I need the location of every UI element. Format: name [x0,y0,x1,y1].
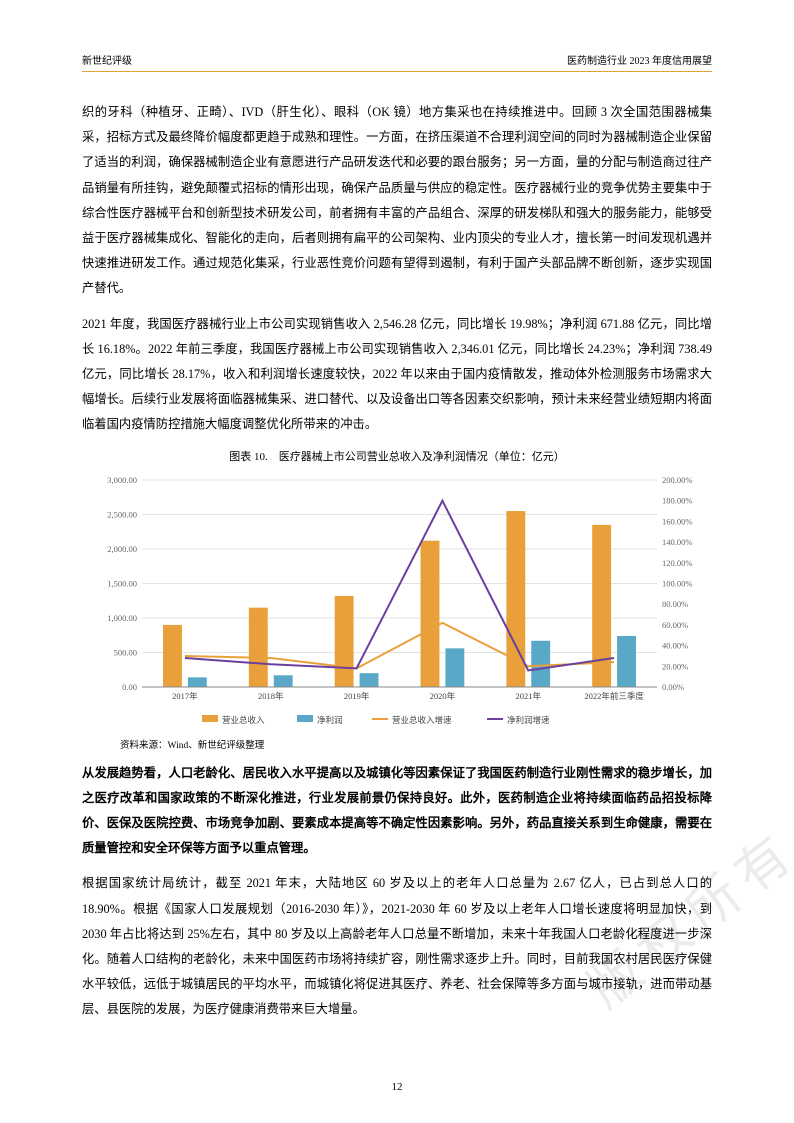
svg-text:80.00%: 80.00% [662,599,688,609]
header-right: 医药制造行业 2023 年度信用展望 [567,52,712,67]
svg-text:40.00%: 40.00% [662,640,688,650]
chart-title: 图表 10. 医疗器械上市公司营业总收入及净利润情况（单位：亿元） [82,448,712,464]
svg-text:20.00%: 20.00% [662,661,688,671]
svg-text:营业总收入: 营业总收入 [222,715,265,725]
svg-text:160.00%: 160.00% [662,516,692,526]
svg-text:1,500.00: 1,500.00 [107,578,137,588]
header-left: 新世纪评级 [82,52,132,67]
revenue-profit-chart: 0.00 500.00 1,000.00 1,500.00 2,000.00 2,500.… [82,470,712,735]
svg-text:140.00%: 140.00% [662,537,692,547]
svg-text:120.00%: 120.00% [662,557,692,567]
chart-source: 资料来源：Wind、新世纪评级整理 [120,737,712,751]
svg-text:180.00%: 180.00% [662,495,692,505]
paragraph-3-bold: 从发展趋势看，人口老龄化、居民收入水平提高以及城镇化等因素保证了我国医药制造行业… [82,761,712,862]
svg-text:60.00%: 60.00% [662,620,688,630]
svg-text:2,000.00: 2,000.00 [107,544,137,554]
paragraph-4: 根据国家统计局统计，截至 2021 年末，大陆地区 60 岁及以上的老年人口总量… [82,871,712,1022]
paragraph-2: 2021 年度，我国医疗器械行业上市公司实现销售收入 2,546.28 亿元，同… [82,312,712,438]
svg-text:2017年: 2017年 [172,691,198,701]
page-header: 新世纪评级 医药制造行业 2023 年度信用展望 [82,52,712,72]
svg-text:100.00%: 100.00% [662,578,692,588]
svg-text:2022年前三季度: 2022年前三季度 [584,691,644,701]
svg-text:3,000.00: 3,000.00 [107,475,137,485]
page-number: 12 [0,1081,794,1093]
paragraph-1: 织的牙科（种植牙、正畸）、IVD（肝生化）、眼科（OK 镜）地方集采也在持续推进… [82,100,712,302]
svg-text:0.00: 0.00 [122,682,137,692]
svg-text:营业总收入增速: 营业总收入增速 [392,715,452,725]
svg-text:200.00%: 200.00% [662,475,692,485]
svg-text:1,000.00: 1,000.00 [107,613,137,623]
svg-text:2,500.00: 2,500.00 [107,509,137,519]
svg-text:净利润: 净利润 [317,715,343,725]
svg-text:净利润增速: 净利润增速 [507,715,550,725]
svg-text:2019年: 2019年 [344,691,370,701]
svg-text:2018年: 2018年 [258,691,284,701]
svg-text:2020年: 2020年 [430,691,456,701]
svg-text:0.00%: 0.00% [662,682,684,692]
svg-text:500.00: 500.00 [114,647,137,657]
svg-text:2021年: 2021年 [515,691,541,701]
